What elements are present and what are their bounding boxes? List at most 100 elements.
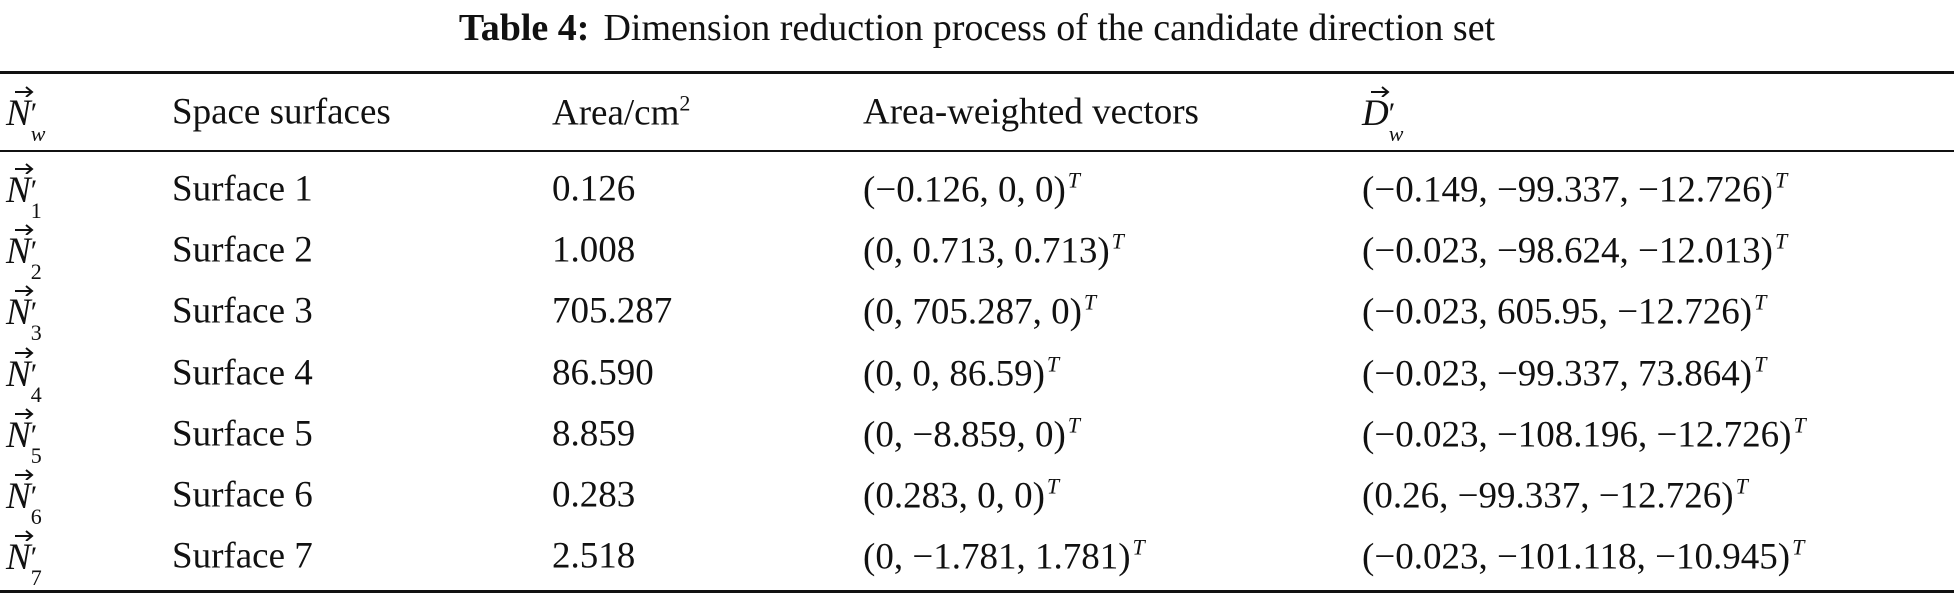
row-cell: 0.283 xyxy=(552,477,635,514)
script: ′ 2 xyxy=(30,233,45,283)
direction-vector: (−0.023, −99.337, 73.864) xyxy=(1362,353,1753,395)
area-value: 8.859 xyxy=(552,413,636,455)
math-symbol: N ′ 3 xyxy=(6,284,45,344)
area-weighted-vector: (0, −1.781, 1.781) xyxy=(863,536,1131,578)
row-cell: (0, −1.781, 1.781)T xyxy=(863,536,1145,578)
row-cell: Surface 5 xyxy=(172,415,313,452)
vector-arrow xyxy=(15,346,34,358)
symbol-base: N xyxy=(6,231,31,273)
vector-arrow xyxy=(15,224,34,236)
row-cell: (0, 705.287, 0)T xyxy=(863,289,1097,331)
math-symbol: N ′ 2 xyxy=(6,223,45,283)
area-weighted-vector: (0, 0.713, 0.713) xyxy=(863,230,1110,272)
symbol-base: D xyxy=(1362,93,1389,134)
superscript: 2 xyxy=(679,90,691,116)
subscript: 7 xyxy=(30,565,42,591)
prime: ′ xyxy=(30,235,38,269)
direction-vector: (−0.023, −98.624, −12.013) xyxy=(1362,230,1773,272)
vector-arrow xyxy=(15,469,34,480)
transpose: T xyxy=(1792,534,1805,560)
symbol-base: N xyxy=(6,476,31,517)
script: ′ w xyxy=(30,95,46,145)
row-cell: (−0.023, 605.95, −12.726)T xyxy=(1362,291,1766,333)
transpose: T xyxy=(1754,351,1767,377)
area-value: 2.518 xyxy=(552,535,636,577)
header-cell: Space surfaces xyxy=(172,94,391,131)
row-cell: N ′ 6 xyxy=(6,468,45,528)
area-weighted-vector: (0, 0, 86.59) xyxy=(863,353,1045,395)
surface-name: Surface 5 xyxy=(172,413,313,455)
prime: ′ xyxy=(1388,97,1396,130)
row-cell: N ′ 2 xyxy=(6,223,45,283)
row-cell: 705.287 xyxy=(552,293,672,330)
transpose: T xyxy=(1046,473,1060,499)
vector-arrow xyxy=(15,163,34,174)
subscript: 4 xyxy=(30,381,42,407)
area-value: 1.008 xyxy=(552,229,636,271)
row-cell: (0.26, −99.337, −12.726)T xyxy=(1362,473,1748,515)
row-cell: Surface 3 xyxy=(172,293,313,330)
vector-arrow xyxy=(15,530,34,542)
row-cell: 1.008 xyxy=(552,232,635,269)
area-value: 0.283 xyxy=(552,474,636,516)
row-cell: 86.590 xyxy=(552,354,654,391)
transpose: T xyxy=(1793,412,1806,438)
row-cell: 2.518 xyxy=(552,538,635,575)
subscript: 6 xyxy=(30,504,42,529)
surface-name: Surface 3 xyxy=(172,290,313,332)
row-cell: N ′ 5 xyxy=(6,407,45,466)
prime: ′ xyxy=(30,296,38,330)
transpose: T xyxy=(1735,473,1748,499)
symbol-base: N xyxy=(6,414,31,456)
prime: ′ xyxy=(30,97,38,130)
math-symbol: N ′ 6 xyxy=(6,468,45,528)
surface-name: Surface 7 xyxy=(172,535,313,577)
transpose: T xyxy=(1111,228,1124,254)
header-cell: D ′ w xyxy=(1362,85,1404,145)
math-symbol: N ′ w xyxy=(6,85,46,145)
subscript: w xyxy=(1388,121,1404,146)
script: ′ 5 xyxy=(30,417,45,466)
math-symbol: D ′ w xyxy=(1362,85,1404,145)
symbol-base: N xyxy=(6,170,31,211)
script: ′ 4 xyxy=(30,356,45,405)
transpose: T xyxy=(1775,228,1788,254)
script: ′ w xyxy=(1388,95,1404,145)
math-symbol: N ′ 7 xyxy=(6,529,45,589)
row-cell: Surface 7 xyxy=(172,538,313,575)
row-cell: 8.859 xyxy=(552,415,635,452)
subscript: 1 xyxy=(30,198,42,223)
header-text: Area-weighted vectors xyxy=(863,91,1199,133)
transpose: T xyxy=(1083,289,1097,315)
row-cell: (0, −8.859, 0)T xyxy=(863,412,1081,456)
prime: ′ xyxy=(30,418,38,452)
transpose: T xyxy=(1067,412,1081,438)
subscript: 5 xyxy=(30,442,42,468)
script: ′ 7 xyxy=(30,539,45,589)
vector-arrow xyxy=(15,408,34,419)
direction-vector: (−0.023, −108.196, −12.726) xyxy=(1362,414,1792,456)
area-value: 705.287 xyxy=(552,290,673,332)
header-rule xyxy=(0,150,1954,152)
prime: ′ xyxy=(30,541,38,575)
surface-name: Surface 2 xyxy=(172,229,313,271)
row-cell: (−0.126, 0, 0)T xyxy=(863,167,1081,211)
row-cell: N ′ 1 xyxy=(6,162,45,222)
subscript: 2 xyxy=(30,259,42,285)
math-symbol: N ′ 1 xyxy=(6,162,45,222)
row-cell: (−0.149, −99.337, −12.726)T xyxy=(1362,169,1787,211)
transpose: T xyxy=(1067,167,1081,193)
area-weighted-vector: (0, −8.859, 0) xyxy=(863,414,1066,456)
vector-arrow xyxy=(15,86,34,97)
script: ′ 3 xyxy=(30,294,45,344)
header-cell: N ′ w xyxy=(6,85,46,145)
vector-arrow xyxy=(1371,86,1390,97)
direction-vector: (−0.149, −99.337, −12.726) xyxy=(1362,169,1773,211)
direction-vector: (−0.023, 605.95, −12.726) xyxy=(1362,291,1753,333)
area-weighted-vector: (−0.126, 0, 0) xyxy=(863,169,1066,211)
header-cell: Area/cm2 xyxy=(552,90,691,132)
caption-label: Table 4: xyxy=(458,7,590,49)
prime: ′ xyxy=(30,357,38,391)
row-cell: (0, 0, 86.59)T xyxy=(863,353,1059,395)
